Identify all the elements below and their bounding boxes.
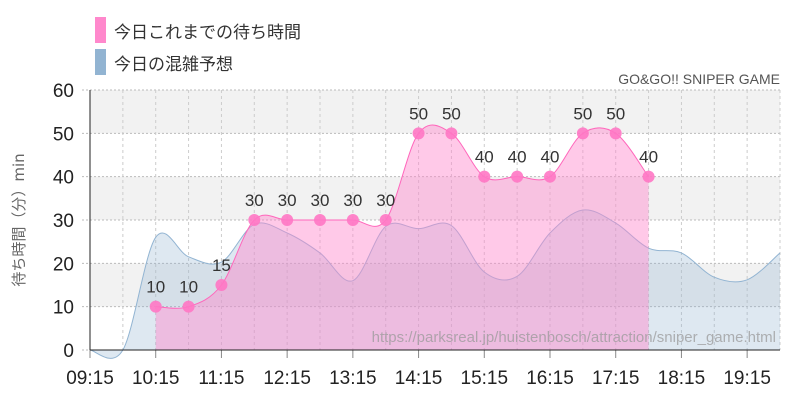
- data-label: 50: [442, 104, 461, 123]
- data-point: [215, 279, 228, 291]
- legend-label: 今日の混雑予想: [114, 54, 233, 75]
- data-label: 50: [606, 104, 625, 123]
- y-tick-label: 10: [53, 298, 74, 319]
- data-label: 30: [245, 191, 264, 210]
- data-point: [281, 214, 294, 226]
- data-label: 10: [146, 278, 165, 297]
- data-label: 50: [409, 104, 428, 123]
- y-tick-label: 60: [53, 81, 74, 102]
- data-label: 40: [475, 148, 494, 167]
- data-label: 30: [278, 191, 297, 210]
- forecast-area: [90, 209, 780, 359]
- y-tick-label: 30: [53, 211, 74, 232]
- data-point: [642, 170, 655, 183]
- x-tick-label: 11:15: [198, 368, 244, 389]
- y-tick-label: 50: [53, 124, 74, 145]
- x-tick-label: 13:15: [329, 368, 377, 389]
- data-point: [544, 170, 556, 183]
- data-point: [445, 127, 458, 140]
- actual-line: [155, 124, 649, 309]
- data-label: 30: [343, 191, 362, 210]
- x-tick-label: 19:15: [723, 368, 771, 389]
- chart-title: GO&GO!! SNIPER GAME: [618, 71, 780, 87]
- legend-item-actual: 今日これまでの待ち時間: [95, 14, 301, 46]
- x-tick-label: 12:15: [263, 368, 311, 389]
- data-point: [314, 214, 326, 226]
- data-label: 40: [508, 148, 527, 167]
- data-label: 40: [639, 148, 658, 167]
- actual-area: [155, 124, 649, 350]
- grid-band: [90, 90, 780, 134]
- y-tick-label: 0: [63, 341, 74, 362]
- legend-swatch: [95, 49, 106, 75]
- x-tick-label: 14:15: [395, 368, 443, 389]
- watermark-url: https://parksreal.jp/huistenbosch/attrac…: [372, 329, 776, 346]
- x-tick-label: 09:15: [66, 368, 114, 389]
- x-tick-label: 16:15: [526, 368, 574, 389]
- y-tick-label: 20: [53, 254, 74, 275]
- data-label: 40: [541, 148, 560, 167]
- data-point: [478, 170, 491, 183]
- x-tick-label: 10:15: [132, 368, 180, 389]
- x-tick-label: 15:15: [461, 368, 509, 389]
- data-label: 10: [179, 278, 198, 297]
- data-point: [576, 127, 589, 140]
- y-axis-label: 待ち時間（分）min: [10, 153, 28, 286]
- data-point: [346, 214, 359, 226]
- data-label: 30: [311, 191, 330, 210]
- data-label: 50: [573, 104, 592, 123]
- grid-band: [90, 176, 780, 220]
- legend-item-forecast: 今日の混雑予想: [95, 46, 301, 78]
- legend-label: 今日これまでの待ち時間: [114, 22, 301, 43]
- data-label: 30: [376, 191, 395, 210]
- data-point: [182, 300, 195, 313]
- x-tick-label: 18:15: [658, 368, 706, 389]
- data-point: [379, 214, 392, 226]
- forecast-line: [89, 209, 781, 359]
- legend: 今日これまでの待ち時間 今日の混雑予想: [95, 14, 301, 78]
- y-tick-label: 40: [53, 168, 74, 189]
- x-tick-label: 17:15: [592, 368, 640, 389]
- data-point: [412, 127, 425, 140]
- data-point: [609, 127, 622, 140]
- data-point: [149, 300, 162, 313]
- legend-swatch: [95, 17, 106, 43]
- data-label: 15: [212, 256, 231, 275]
- data-point: [511, 170, 524, 183]
- data-point: [248, 214, 261, 226]
